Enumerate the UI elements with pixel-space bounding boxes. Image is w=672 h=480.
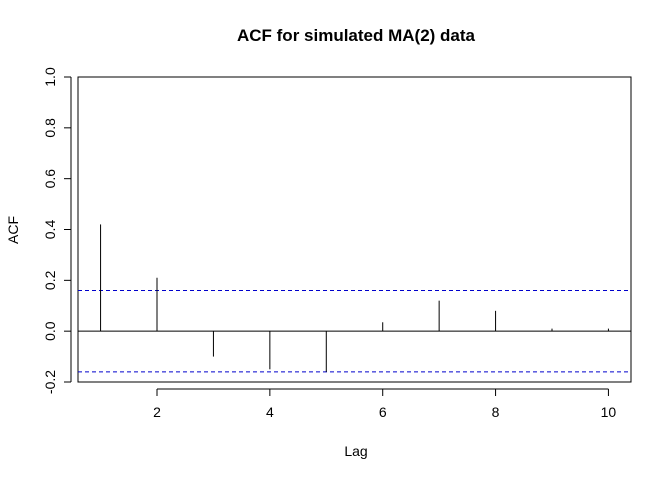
y-tick-label: 0.6 [42,169,58,189]
x-tick-label: 6 [379,404,387,420]
x-tick-label: 4 [266,404,274,420]
plot-frame [77,76,632,383]
x-axis: 2 4 6 8 10 [153,388,617,420]
x-tick-label: 2 [153,404,161,420]
y-tick-label: 1.0 [42,67,58,87]
y-axis-label: ACF [5,216,21,244]
y-tick-label: 0.8 [42,118,58,138]
acf-spikes [78,224,631,373]
y-tick-label: 0.2 [42,270,58,290]
x-tick-label: 8 [492,404,500,420]
x-tick-label: 10 [601,404,617,420]
chart-title: ACF for simulated MA(2) data [237,26,476,45]
y-tick-label: 0.4 [42,220,58,240]
y-tick-label: 0.0 [42,321,58,341]
y-axis: -0.2 0.0 0.2 0.4 0.6 0.8 1.0 [42,67,72,394]
y-tick-label: -0.2 [42,370,58,394]
x-axis-label: Lag [344,443,367,459]
